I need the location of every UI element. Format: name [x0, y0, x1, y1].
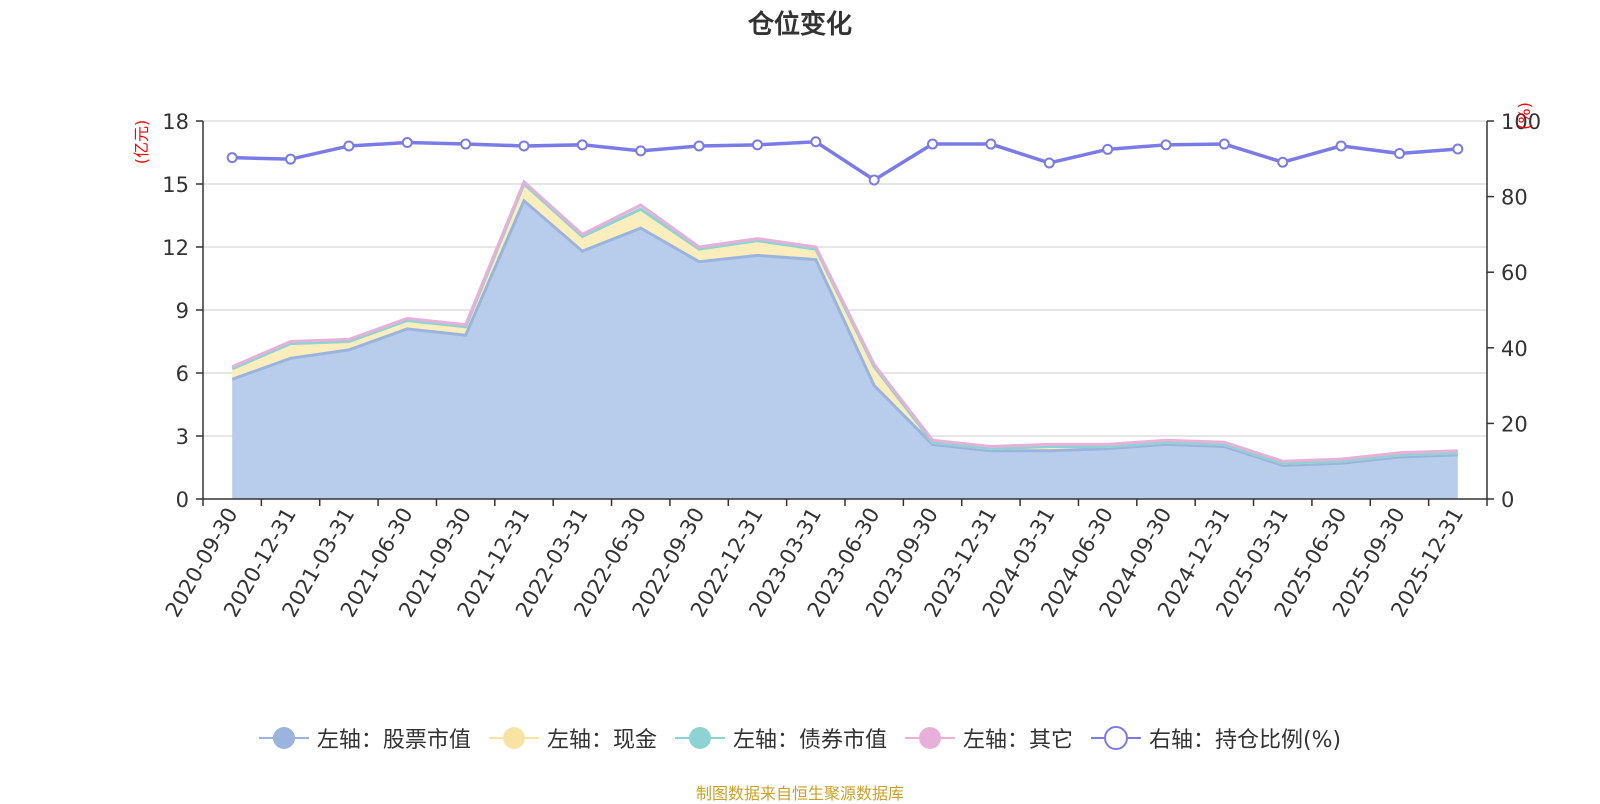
holding-ratio-point	[460, 138, 472, 150]
holding-ratio-point	[226, 152, 238, 164]
holding-ratio-point	[1218, 138, 1230, 150]
holding-ratio-point	[635, 145, 647, 157]
left-axis-tick-label: 9	[176, 299, 189, 323]
holding-ratio-point	[401, 137, 413, 149]
holding-ratio-point	[927, 138, 939, 150]
legend-label: 左轴：债券市值	[732, 728, 887, 753]
legend-marker-icon	[674, 727, 725, 749]
holding-ratio-point	[518, 140, 530, 152]
legend-item[interactable]: 左轴：债券市值	[674, 722, 887, 754]
right-axis-tick-label: 20	[1501, 412, 1528, 436]
right-axis-tick-label: 80	[1501, 186, 1528, 210]
legend-marker-icon	[258, 727, 309, 749]
holding-ratio-point	[810, 136, 822, 148]
legend-hollow-marker-icon	[1090, 726, 1141, 750]
left-axis-tick-label: 6	[176, 362, 189, 386]
holding-ratio-point	[1335, 140, 1347, 152]
right-axis-tick-label: 60	[1501, 261, 1528, 285]
chart-canvas: 03691215180204060801002020-09-302020-12-…	[132, 102, 1541, 621]
holding-ratio-point	[1043, 157, 1055, 169]
left-axis-tick-label: 0	[176, 488, 189, 512]
holding-ratio-point	[285, 153, 297, 165]
left-axis-unit: (亿元)	[132, 120, 151, 165]
stock-value-area	[232, 200, 1458, 500]
legend-item[interactable]: 左轴：其它	[904, 722, 1073, 754]
legend: 左轴：股票市值 左轴：现金 左轴：债券市值 左轴：其它 右轴：持仓比例(%)	[0, 722, 1600, 754]
left-axis-tick-label: 15	[162, 173, 189, 197]
legend-item[interactable]: 左轴：股票市值	[258, 722, 471, 754]
holding-ratio-point	[985, 138, 997, 150]
other-area-line	[231, 179, 1458, 463]
chart-title: 仓位变化	[747, 10, 852, 40]
holding-ratio-point	[1393, 148, 1405, 160]
right-axis-tick-label: 0	[1501, 488, 1514, 512]
left-axis-tick-label: 12	[162, 236, 189, 260]
holding-ratio-point	[1452, 143, 1464, 155]
legend-marker-icon	[488, 727, 539, 749]
stock-value-area-line	[231, 198, 1458, 467]
holding-ratio-line	[232, 140, 1458, 183]
holding-ratio-point	[1102, 143, 1114, 155]
holding-ratio-point	[693, 140, 705, 152]
holding-ratio-point	[751, 139, 763, 151]
right-axis-tick-label: 40	[1501, 337, 1528, 361]
legend-label: 右轴：持仓比例(%)	[1148, 728, 1342, 753]
area-series	[231, 179, 1458, 500]
holding-ratio-point	[343, 140, 355, 152]
legend-item[interactable]: 右轴：持仓比例(%)	[1090, 722, 1342, 754]
right-axis-unit: (%)	[1515, 102, 1534, 130]
legend-label: 左轴：现金	[546, 728, 657, 753]
holding-ratio-point	[576, 139, 588, 151]
holding-ratio-point	[868, 174, 880, 186]
ratio-series	[226, 136, 1464, 186]
holding-ratio-point	[1160, 139, 1172, 151]
legend-label: 左轴：其它	[962, 728, 1073, 753]
right-axis-tick-label: 100	[1501, 110, 1541, 134]
left-axis-tick-label: 3	[176, 425, 189, 449]
left-axis-tick-label: 18	[162, 110, 189, 134]
legend-label: 左轴：股票市值	[316, 728, 471, 753]
data-source-note: 制图数据来自恒生聚源数据库	[695, 784, 904, 803]
holding-ratio-point	[1277, 156, 1289, 168]
legend-item[interactable]: 左轴：现金	[488, 722, 657, 754]
legend-marker-icon	[904, 727, 955, 749]
